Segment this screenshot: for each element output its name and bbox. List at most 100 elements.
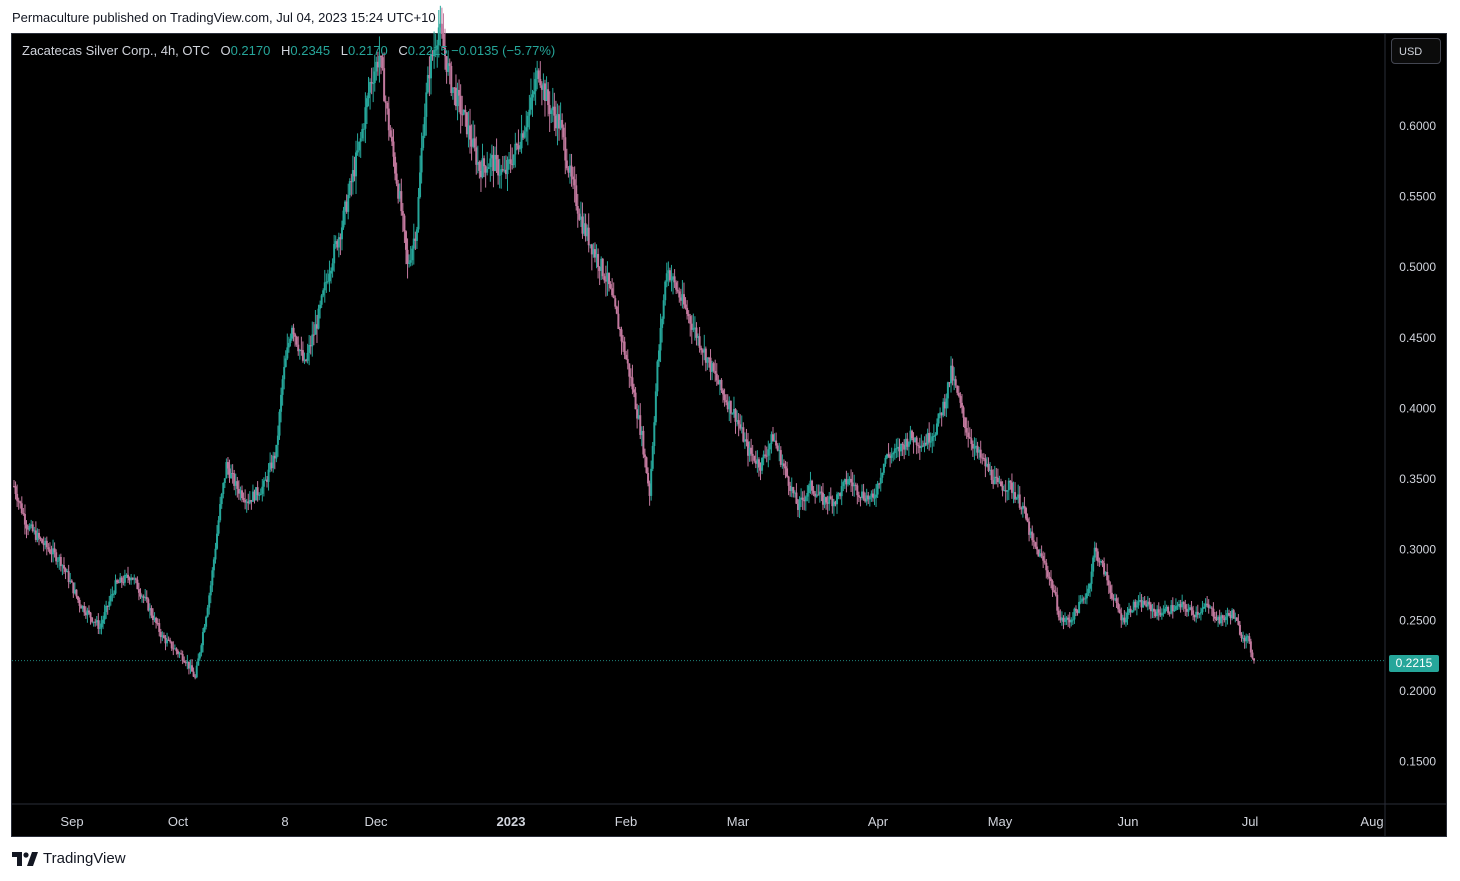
candle-body <box>98 627 101 629</box>
candle-body <box>53 548 56 553</box>
candle-body <box>1220 615 1223 624</box>
candle-body <box>801 497 804 500</box>
candle <box>964 416 967 436</box>
candle <box>55 549 58 565</box>
candle-body <box>500 169 503 175</box>
candle <box>169 637 172 644</box>
candle-body <box>280 394 283 412</box>
candle <box>28 523 31 532</box>
candle-body <box>748 447 751 456</box>
candle-body <box>553 106 556 116</box>
candle-body <box>926 432 929 445</box>
candle-body <box>534 78 537 92</box>
candle <box>275 444 278 463</box>
candle <box>80 604 83 609</box>
candle <box>417 187 420 233</box>
candle <box>1173 604 1176 612</box>
candle <box>498 158 501 189</box>
candle-body <box>1081 598 1084 602</box>
candle <box>545 76 548 102</box>
candle-body <box>381 57 384 69</box>
candle <box>901 442 904 456</box>
candle-body <box>272 455 275 469</box>
candle <box>534 67 537 106</box>
candle-body <box>1195 611 1198 618</box>
candle-body <box>750 447 753 454</box>
candle-body <box>1012 492 1015 494</box>
candle <box>1039 548 1042 558</box>
candle-body <box>258 494 261 496</box>
candle-body <box>479 170 482 178</box>
candle <box>170 641 173 652</box>
candle-body <box>609 284 612 289</box>
candle-body <box>562 127 565 138</box>
candle <box>575 174 578 211</box>
candle <box>1153 602 1156 619</box>
candle-body <box>625 354 628 360</box>
candle <box>639 403 642 440</box>
candle-body <box>856 485 859 496</box>
candle-body <box>543 83 546 101</box>
candle <box>1010 473 1013 499</box>
candle <box>750 438 753 462</box>
candle <box>161 631 164 642</box>
candle-body <box>1213 616 1216 619</box>
candle-body <box>904 438 907 450</box>
candle-body <box>965 428 968 433</box>
candle <box>281 375 284 406</box>
candle <box>692 313 695 333</box>
tradingview-logo[interactable]: TradingView <box>12 850 126 867</box>
candle <box>814 491 817 504</box>
candle <box>345 194 348 214</box>
candle <box>1204 598 1207 612</box>
candle <box>128 576 131 585</box>
candle-body <box>873 497 876 499</box>
candle <box>1065 616 1068 625</box>
candle-body <box>1151 608 1154 612</box>
candle-body <box>200 645 203 653</box>
candle-body <box>742 427 745 442</box>
candle-body <box>305 359 308 361</box>
currency-button[interactable]: USD <box>1391 38 1441 64</box>
candle <box>294 332 297 347</box>
candle-body <box>1182 602 1185 605</box>
candle <box>412 223 415 265</box>
candle-body <box>245 501 248 503</box>
candle <box>72 582 75 598</box>
candle <box>968 427 971 440</box>
candle-body <box>1209 607 1212 609</box>
candle-body <box>1168 612 1171 614</box>
candle <box>868 495 871 507</box>
candle <box>58 554 61 570</box>
candle-body <box>608 272 611 285</box>
candle-body <box>231 473 234 475</box>
candle <box>823 493 826 509</box>
candle <box>27 524 30 536</box>
candle <box>757 457 760 477</box>
candle-body <box>325 281 328 283</box>
candle <box>675 280 678 294</box>
candle <box>1240 632 1243 642</box>
candle <box>572 166 575 190</box>
candle-body <box>1003 490 1006 492</box>
candle <box>172 641 175 656</box>
candle <box>776 443 779 452</box>
candle <box>700 345 703 355</box>
candle-body <box>483 158 486 167</box>
candle <box>156 618 159 626</box>
candle-body <box>312 334 315 336</box>
candle <box>433 31 436 69</box>
candle-body <box>934 434 937 436</box>
candle-body <box>436 45 439 50</box>
candle-body <box>623 341 626 355</box>
candle-body <box>812 490 815 494</box>
candle <box>44 537 47 550</box>
candle <box>95 615 98 626</box>
candle <box>144 588 147 602</box>
candle-body <box>141 596 144 598</box>
candle-body <box>718 379 721 385</box>
candle-body <box>478 161 481 171</box>
candle <box>273 452 276 470</box>
candle <box>511 147 514 170</box>
